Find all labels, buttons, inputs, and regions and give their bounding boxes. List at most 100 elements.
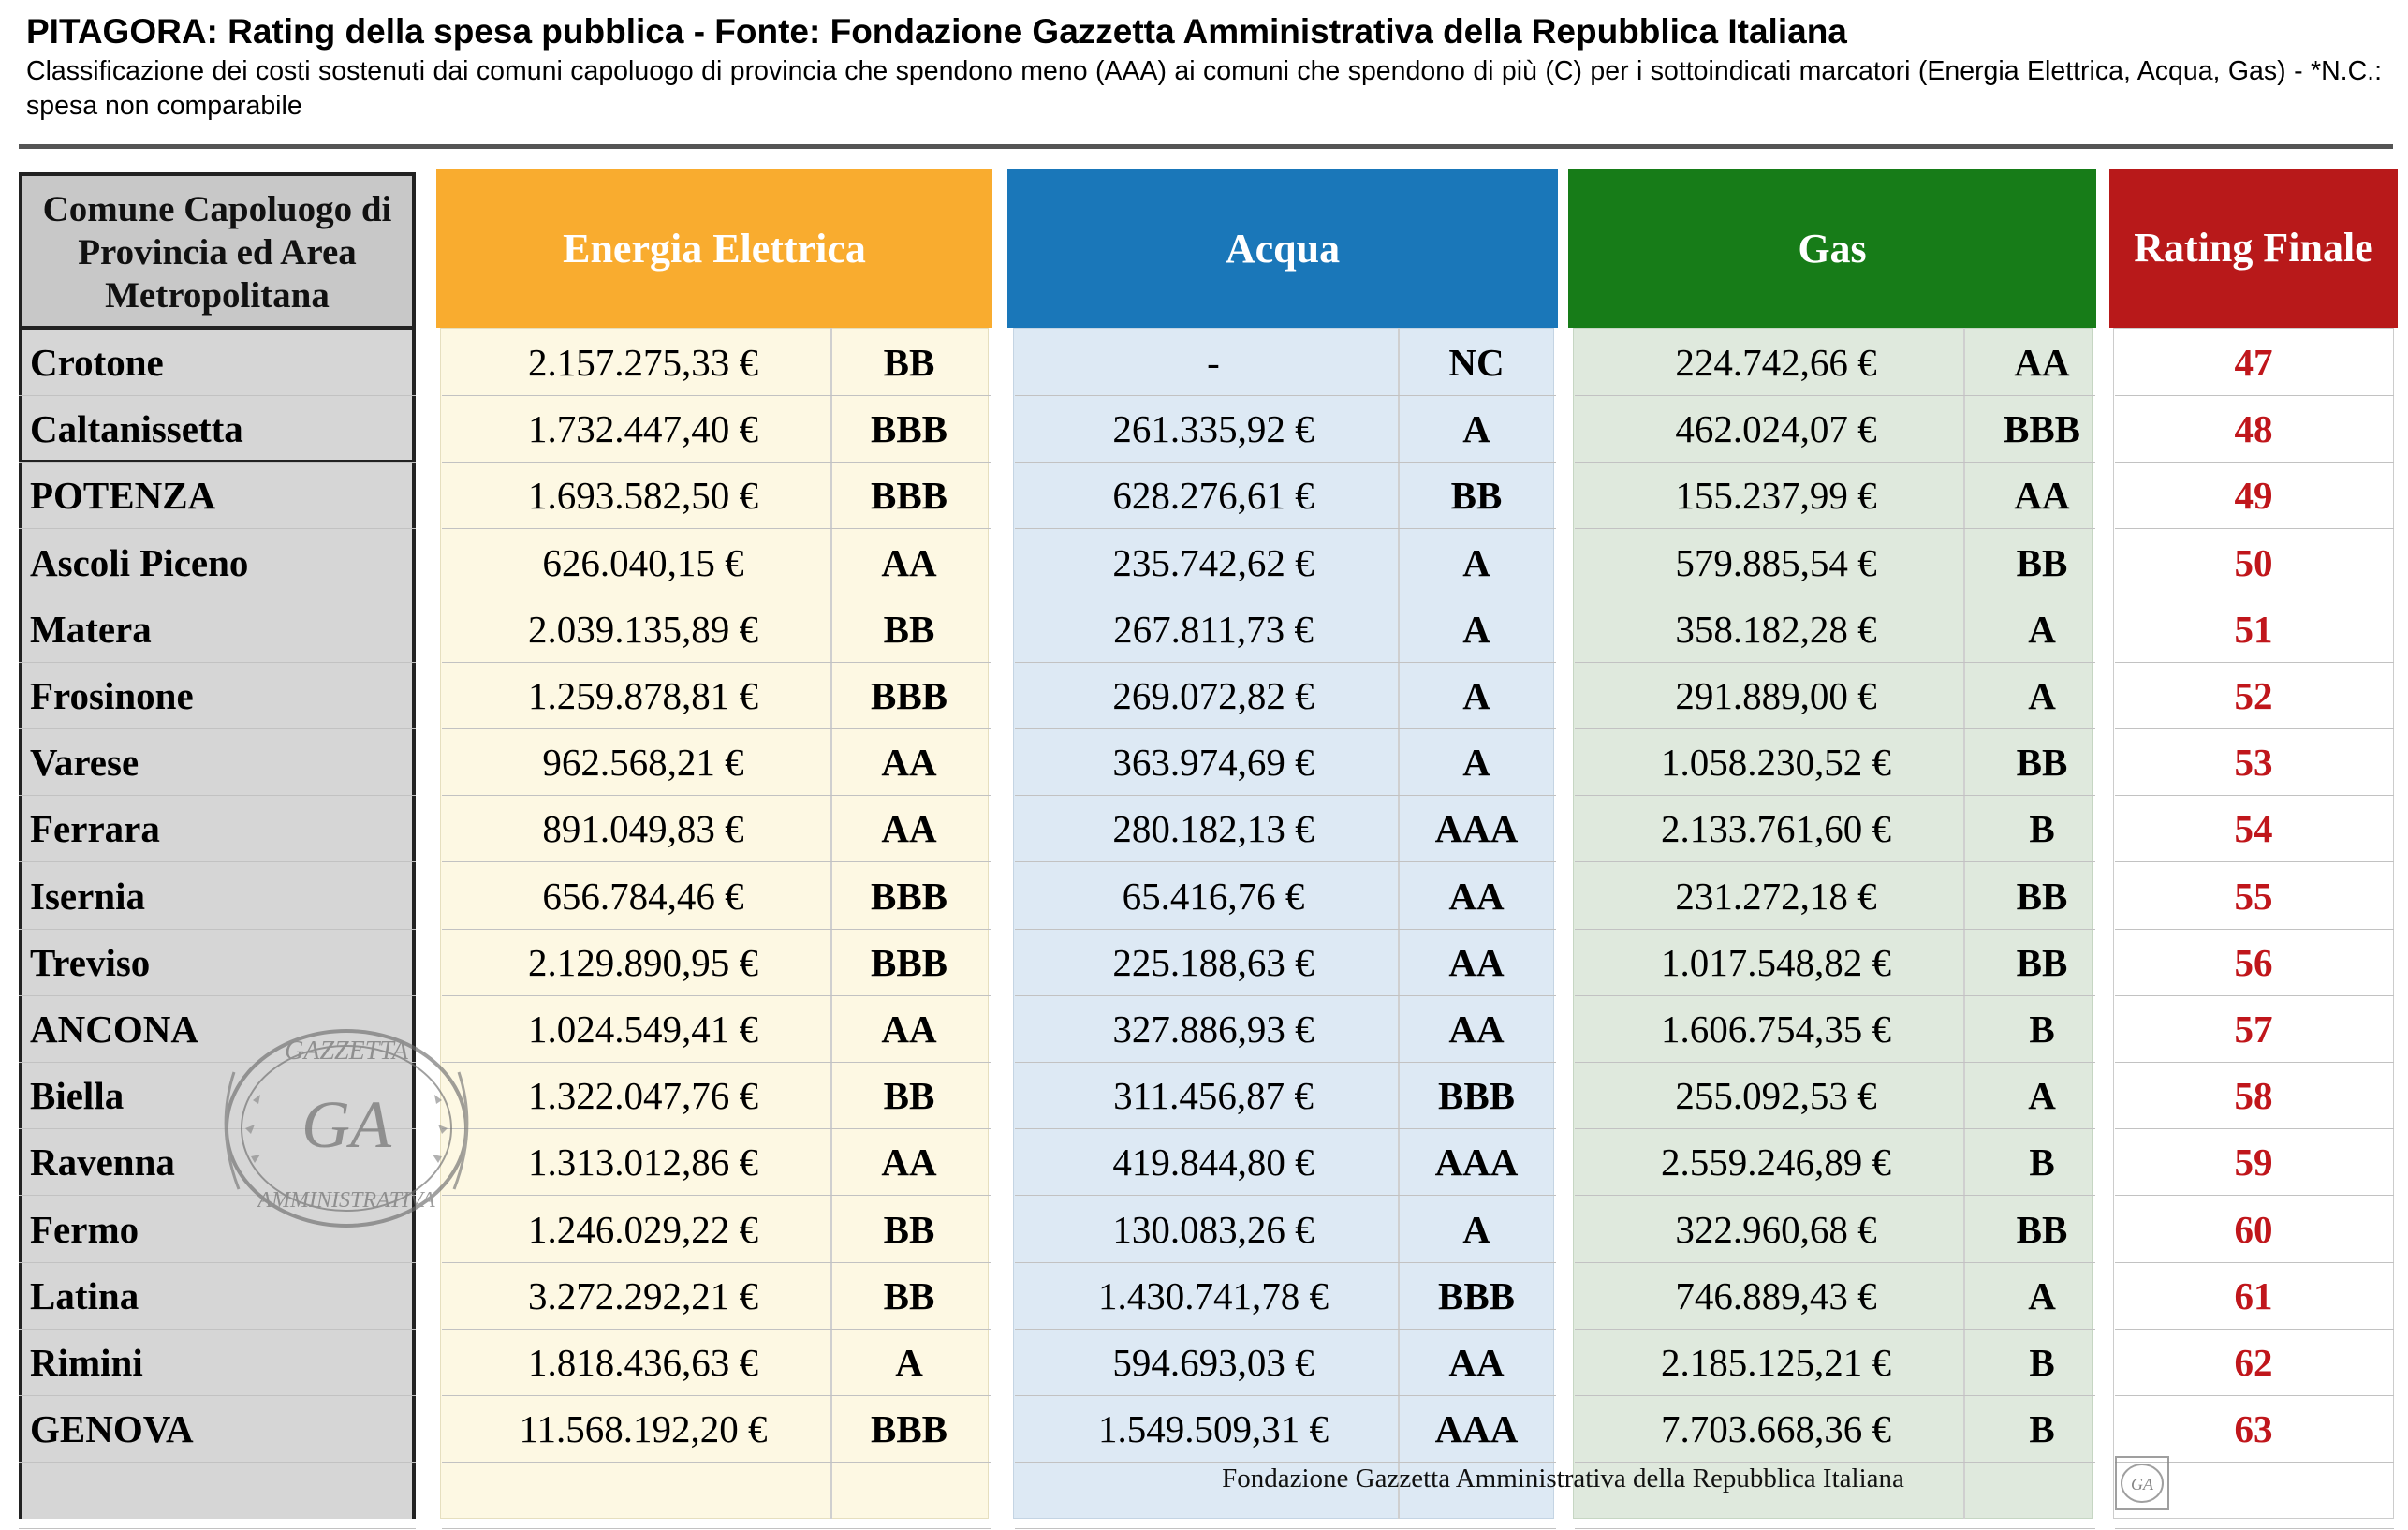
table-row: Ascoli Piceno 626.040,15 € AA 235.742,62 € A… [19,530,2398,596]
cell-gas-amount: 462.024,07 € [1675,407,1877,451]
cell-rating-finale: 62 [2234,1341,2273,1384]
cell-comune: GENOVA [30,1407,194,1451]
cell-acqua-amount: 311.456,87 € [1113,1074,1314,1118]
row-separator [19,1261,416,1263]
cell-acqua-amount: 225.188,63 € [1112,940,1314,984]
cell-gas-amount: 255.092,53 € [1675,1074,1877,1118]
row-separator [1575,1195,2095,1197]
row-separator [442,661,991,663]
row-separator [1575,795,2095,797]
cell-rating-finale: 50 [2234,540,2273,584]
row-separator [1575,1128,2095,1130]
cell-rating-finale: 56 [2234,940,2273,984]
cell-rating-finale: 61 [2234,1273,2273,1317]
cell-energia-amount: 2.129.890,95 € [528,940,758,984]
cell-acqua-rating: BBB [1437,1273,1516,1317]
table-row: POTENZA 1.693.582,50 € BBB 628.276,61 € BB 15… [19,463,2398,530]
cell-comune: Crotone [30,341,164,384]
cell-acqua-amount: 269.072,82 € [1112,674,1314,717]
cell-rating-finale: 57 [2234,1008,2273,1051]
row-separator [19,728,416,729]
cell-gas-amount: 291.889,00 € [1675,674,1877,717]
cell-energia-rating: AA [881,807,937,851]
cell-energia-rating: BBB [870,1407,948,1451]
row-separator [1015,795,1556,797]
cell-gas-amount: 322.960,68 € [1675,1207,1877,1251]
column-header-energia: Energia Elettrica [436,169,992,328]
cell-acqua-amount: 65.416,76 € [1122,874,1305,918]
cell-rating-finale: 63 [2234,1407,2273,1451]
row-separator [1015,1062,1556,1063]
cell-comune: Ascoli Piceno [30,540,249,584]
cell-gas-rating: B [2029,1140,2055,1184]
row-separator [19,928,416,930]
row-separator [442,994,991,996]
row-separator [2115,661,2394,663]
cell-acqua-amount: 261.335,92 € [1112,407,1314,451]
table-row: Frosinone 1.259.878,81 € BBB 269.072,82 € A 2… [19,663,2398,729]
group-divider [19,460,416,463]
cell-gas-rating: BBB [2003,407,2081,451]
cell-comune: POTENZA [30,474,216,518]
cell-energia-rating: BBB [870,407,948,451]
row-separator [1015,1462,1556,1464]
svg-text:AMMINISTRATIVA: AMMINISTRATIVA [256,1188,435,1213]
cell-acqua-amount: 628.276,61 € [1112,474,1314,518]
row-separator [19,1195,416,1197]
cell-gas-amount: 224.742,66 € [1675,341,1877,384]
svg-text:GA: GA [301,1087,392,1162]
cell-energia-amount: 962.568,21 € [542,741,744,785]
cell-energia-amount: 1.246.029,22 € [528,1207,758,1251]
row-separator [1575,661,2095,663]
cell-comune: Ferrara [30,807,160,851]
gas-divider [1963,328,1965,1519]
table-row [19,1463,2398,1530]
row-separator [2115,1395,2394,1396]
cell-energia-amount: 1.259.878,81 € [528,674,758,717]
row-separator [2115,1261,2394,1263]
cell-acqua-rating: NC [1448,341,1505,384]
row-separator [442,1328,991,1330]
cell-energia-rating: BB [883,1273,935,1317]
row-separator [1575,1462,2095,1464]
column-header-acqua: Acqua [1007,169,1558,328]
cell-rating-finale: 54 [2234,807,2273,851]
cell-acqua-amount: 1.430.741,78 € [1098,1273,1329,1317]
cell-energia-amount: 1.024.549,41 € [528,1008,758,1051]
cell-acqua-amount: 363.974,69 € [1112,741,1314,785]
cell-rating-finale: 60 [2234,1207,2273,1251]
cell-gas-rating: A [2028,674,2056,717]
acqua-divider [1398,328,1400,1519]
cell-energia-amount: 3.272.292,21 € [528,1273,758,1317]
row-separator [2115,728,2394,729]
row-separator [1575,994,2095,996]
table-row: Crotone 2.157.275,33 € BB - NC 224.742,66 € AA… [19,330,2398,396]
cell-energia-rating: BBB [870,474,948,518]
row-separator [442,1062,991,1063]
cell-energia-rating: BB [883,1074,935,1118]
cell-energia-amount: 891.049,83 € [542,807,744,851]
row-separator [2115,1195,2394,1197]
cell-gas-rating: BB [2016,741,2068,785]
table-row: Treviso 2.129.890,95 € BBB 225.188,63 € AA 1.… [19,930,2398,996]
cell-acqua-rating: AAA [1434,1407,1519,1451]
cell-gas-amount: 7.703.668,36 € [1661,1407,1891,1451]
cell-acqua-rating: AA [1448,1341,1505,1384]
row-separator [19,1528,416,1530]
cell-energia-amount: 2.157.275,33 € [528,341,758,384]
row-separator [19,462,416,463]
cell-energia-rating: AA [881,540,937,584]
cell-gas-rating: B [2029,807,2055,851]
row-separator [442,1462,991,1464]
row-separator [1015,728,1556,729]
row-separator [19,1328,416,1330]
cell-comune: Biella [30,1074,125,1118]
row-separator [1575,1062,2095,1063]
cell-comune: Fermo [30,1207,139,1251]
cell-gas-amount: 746.889,43 € [1675,1273,1877,1317]
cell-gas-amount: 2.559.246,89 € [1661,1140,1891,1184]
row-separator [1015,1528,1556,1530]
row-separator [1575,1261,2095,1263]
cell-comune: Treviso [30,940,151,984]
cell-acqua-rating: A [1462,674,1490,717]
